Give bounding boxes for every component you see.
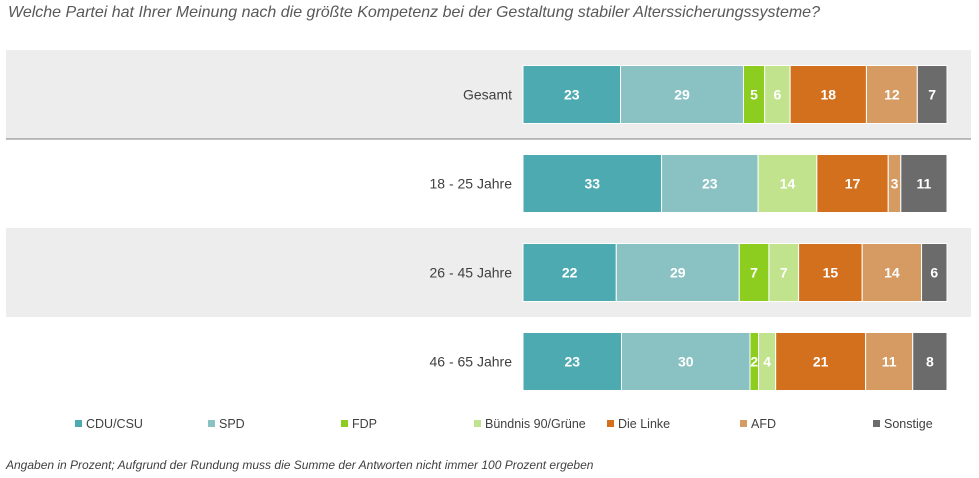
data-label: 7 <box>750 265 758 281</box>
bar-segment <box>738 243 770 302</box>
data-label: 11 <box>882 354 897 370</box>
legend-swatch <box>75 420 82 427</box>
legend-swatch <box>474 420 481 427</box>
bar-segment <box>615 243 740 302</box>
legend-swatch <box>208 420 215 427</box>
data-label: 3 <box>891 176 899 192</box>
category-label: 26 - 45 Jahre <box>430 265 513 281</box>
data-label: 23 <box>702 176 718 192</box>
bar-segment <box>912 332 948 391</box>
category-label: 46 - 65 Jahre <box>430 354 513 370</box>
data-label: 30 <box>678 354 694 370</box>
legend-swatch <box>341 420 348 427</box>
bar-segment <box>865 332 914 391</box>
data-label: 29 <box>670 265 686 281</box>
bar-segment <box>764 65 791 124</box>
bar-segment <box>522 332 623 391</box>
data-label: 23 <box>564 354 580 370</box>
data-label: 12 <box>884 87 900 103</box>
category-label: 18 - 25 Jahre <box>430 176 513 192</box>
bar-segment <box>757 154 818 213</box>
data-label: 15 <box>823 265 839 281</box>
data-label: 2 <box>750 354 758 370</box>
chart-title: Welche Partei hat Ihrer Meinung nach die… <box>8 4 820 21</box>
data-label: 29 <box>674 87 690 103</box>
category-label: Gesamt <box>463 87 512 103</box>
data-label: 11 <box>917 176 932 192</box>
data-label: 7 <box>780 265 788 281</box>
data-label: 21 <box>813 354 829 370</box>
data-label: 5 <box>750 87 758 103</box>
legend-label: AFD <box>751 417 776 431</box>
legend-swatch <box>607 420 614 427</box>
legend-label: Bündnis 90/Grüne <box>485 417 586 431</box>
data-label: 18 <box>820 87 836 103</box>
bar-segment <box>620 65 744 124</box>
legend-label: Sonstige <box>884 417 933 431</box>
data-label: 33 <box>584 176 600 192</box>
bar-segment <box>768 243 800 302</box>
chart-footnote: Angaben in Prozent; Aufgrund der Rundung… <box>6 458 594 472</box>
data-label: 8 <box>926 354 934 370</box>
data-label: 14 <box>780 176 796 192</box>
bar-segment <box>621 332 751 391</box>
data-label: 7 <box>928 87 936 103</box>
bar-segment <box>798 243 863 302</box>
data-label: 6 <box>930 265 938 281</box>
data-label: 23 <box>564 87 580 103</box>
bar-segment <box>522 243 617 302</box>
bar-segment <box>661 154 759 213</box>
bar-segment <box>900 154 948 213</box>
legend-swatch <box>740 420 747 427</box>
legend-label: SPD <box>219 417 245 431</box>
data-label: 14 <box>884 265 900 281</box>
data-label: 22 <box>562 265 578 281</box>
data-label: 17 <box>845 176 861 192</box>
bar-segment <box>522 154 663 213</box>
bar-segment <box>921 243 948 302</box>
data-label: 4 <box>763 354 771 370</box>
legend-swatch <box>873 420 880 427</box>
legend-label: Die Linke <box>618 417 670 431</box>
bar-segment <box>916 65 948 124</box>
data-label: 6 <box>774 87 782 103</box>
bar-segment <box>789 65 867 124</box>
legend-label: CDU/CSU <box>86 417 143 431</box>
bar-segment <box>865 65 918 124</box>
bar-segment <box>775 332 867 391</box>
legend-label: FDP <box>352 417 377 431</box>
